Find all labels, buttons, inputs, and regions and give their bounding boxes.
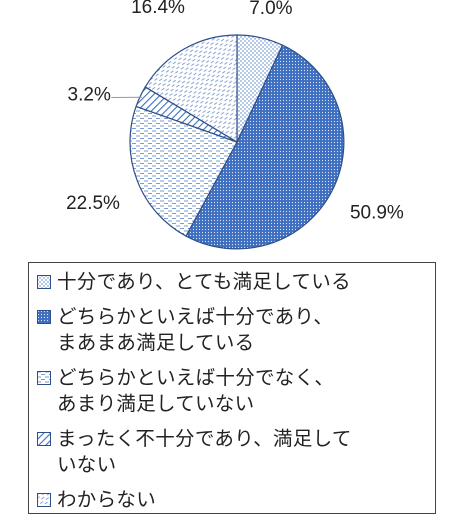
legend-label: どちらかといえば十分であり、 まあまあ満足している — [57, 305, 334, 354]
pie-slice-3 — [129, 105, 238, 237]
slice-value-label: 16.4% — [131, 0, 185, 18]
legend-swatch — [37, 432, 51, 446]
legend-item: まったく不十分であり、満足して いない — [37, 426, 427, 478]
slice-value-label: 3.2% — [68, 85, 111, 106]
legend: 十分であり、とても満足しているどちらかといえば十分であり、 まあまあ満足している… — [28, 262, 436, 514]
pie-slice-5 — [144, 34, 238, 144]
legend-item: わからない — [37, 487, 427, 513]
pie-chart: 7.0% 50.9% 22.5% 3.2% 16.4% — [66, 0, 404, 250]
slice-value-label: 22.5% — [66, 193, 120, 214]
legend-swatch — [37, 493, 51, 507]
legend-swatch — [37, 275, 51, 289]
slice-value-label: 50.9% — [350, 203, 404, 224]
legend-item: どちらかといえば十分でなく、 あまり満足していない — [37, 365, 427, 417]
legend-swatch — [37, 371, 51, 385]
legend-label: わからない — [57, 488, 157, 511]
legend-item: どちらかといえば十分であり、 まあまあ満足している — [37, 304, 427, 356]
legend-swatch — [37, 310, 51, 324]
pie-slice-2 — [185, 44, 345, 250]
slice-value-label: 7.0% — [249, 0, 292, 19]
legend-label: どちらかといえば十分でなく、 あまり満足していない — [57, 366, 335, 415]
legend-label: 十分であり、とても満足している — [57, 270, 351, 293]
legend-label: まったく不十分であり、満足して いない — [57, 427, 352, 476]
legend-item: 十分であり、とても満足している — [37, 269, 427, 295]
